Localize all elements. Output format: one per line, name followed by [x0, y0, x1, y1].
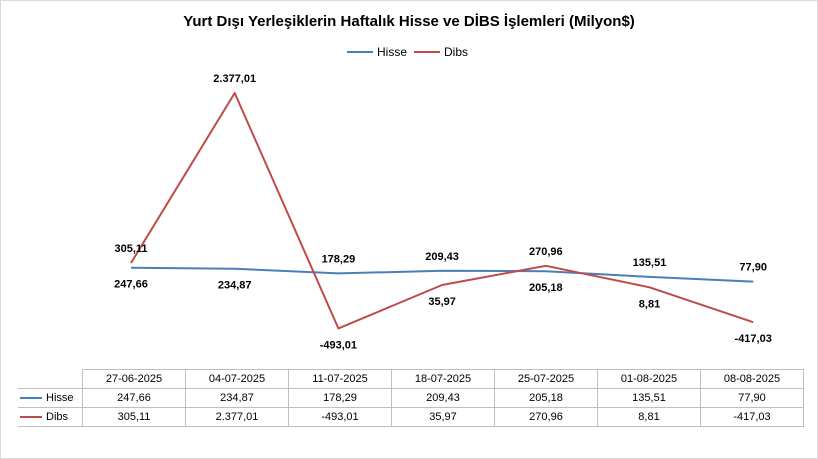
data-table-header-cell: 25-07-2025 [494, 369, 598, 389]
data-table-cell: 2.377,01 [185, 407, 289, 427]
data-table-cell: 77,90 [700, 388, 804, 408]
data-table-header-cell: 27-06-2025 [82, 369, 186, 389]
data-label-hisse: 247,66 [114, 279, 148, 291]
data-label-dibs: 270,96 [529, 246, 563, 258]
data-label-dibs: 8,81 [639, 298, 660, 310]
data-label-hisse: 209,43 [425, 251, 459, 263]
data-table-header-row: 27-06-2025 04-07-2025 11-07-2025 18-07-2… [18, 369, 804, 389]
data-label-dibs: 35,97 [428, 296, 456, 308]
data-table-row-dibs: Dibs 305,11 2.377,01 -493,01 35,97 270,9… [18, 407, 804, 427]
legend-item-dibs: Dibs [414, 45, 468, 59]
data-table-header-cell: 11-07-2025 [288, 369, 392, 389]
data-table-cell: 178,29 [288, 388, 392, 408]
table-key-dibs [20, 416, 42, 419]
data-table: 27-06-2025 04-07-2025 11-07-2025 18-07-2… [18, 369, 804, 427]
series-line-hisse [130, 266, 754, 283]
legend-item-hisse: Hisse [347, 45, 407, 59]
data-table-row-head-hisse: Hisse [18, 388, 83, 408]
data-label-dibs: -417,03 [735, 333, 772, 345]
data-label-dibs: 305,11 [114, 243, 147, 255]
data-table-cell: 234,87 [185, 388, 289, 408]
data-table-cell: 135,51 [597, 388, 701, 408]
legend-key-hisse [347, 51, 373, 53]
data-table-corner [18, 369, 83, 389]
plot-area: 247,66 234,87 178,29 209,43 205,18 135,51 77,9… [114, 73, 772, 351]
data-label-hisse: 135,51 [633, 257, 667, 269]
chart-title: Yurt Dışı Yerleşiklerin Haftalık Hisse v… [183, 13, 635, 30]
data-table-header-cell: 18-07-2025 [391, 369, 495, 389]
table-key-hisse [20, 397, 42, 400]
data-table-header-cell: 01-08-2025 [597, 369, 701, 389]
data-label-hisse: 205,18 [529, 282, 563, 294]
data-table-cell: 305,11 [82, 407, 186, 427]
data-table-cell: 205,18 [494, 388, 598, 408]
legend: Hisse Dibs [0, 45, 818, 63]
data-label-hisse: 77,90 [739, 262, 767, 274]
data-table-row-hisse: Hisse 247,66 234,87 178,29 209,43 205,18… [18, 388, 804, 408]
data-table-cell: 209,43 [391, 388, 495, 408]
table-row-label-hisse: Hisse [46, 392, 74, 404]
data-table-header-cell: 04-07-2025 [185, 369, 289, 389]
data-table-cell: -417,03 [700, 407, 804, 427]
data-table-cell: 247,66 [82, 388, 186, 408]
legend-key-dibs [414, 51, 440, 53]
series-line-dibs [130, 92, 754, 330]
data-table-cell: 270,96 [494, 407, 598, 427]
data-table-row-head-dibs: Dibs [18, 407, 83, 427]
data-table-cell: -493,01 [288, 407, 392, 427]
data-label-dibs: 2.377,01 [213, 73, 256, 85]
table-row-label-dibs: Dibs [46, 411, 69, 423]
data-table-header-cell: 08-08-2025 [700, 369, 804, 389]
legend-label-hisse: Hisse [377, 45, 408, 59]
data-label-hisse: 178,29 [322, 253, 356, 265]
data-table-cell: 35,97 [391, 407, 495, 427]
data-table-cell: 8,81 [597, 407, 701, 427]
data-label-hisse: 234,87 [218, 280, 252, 292]
legend-label-dibs: Dibs [444, 45, 469, 59]
data-label-dibs: -493,01 [320, 339, 357, 351]
